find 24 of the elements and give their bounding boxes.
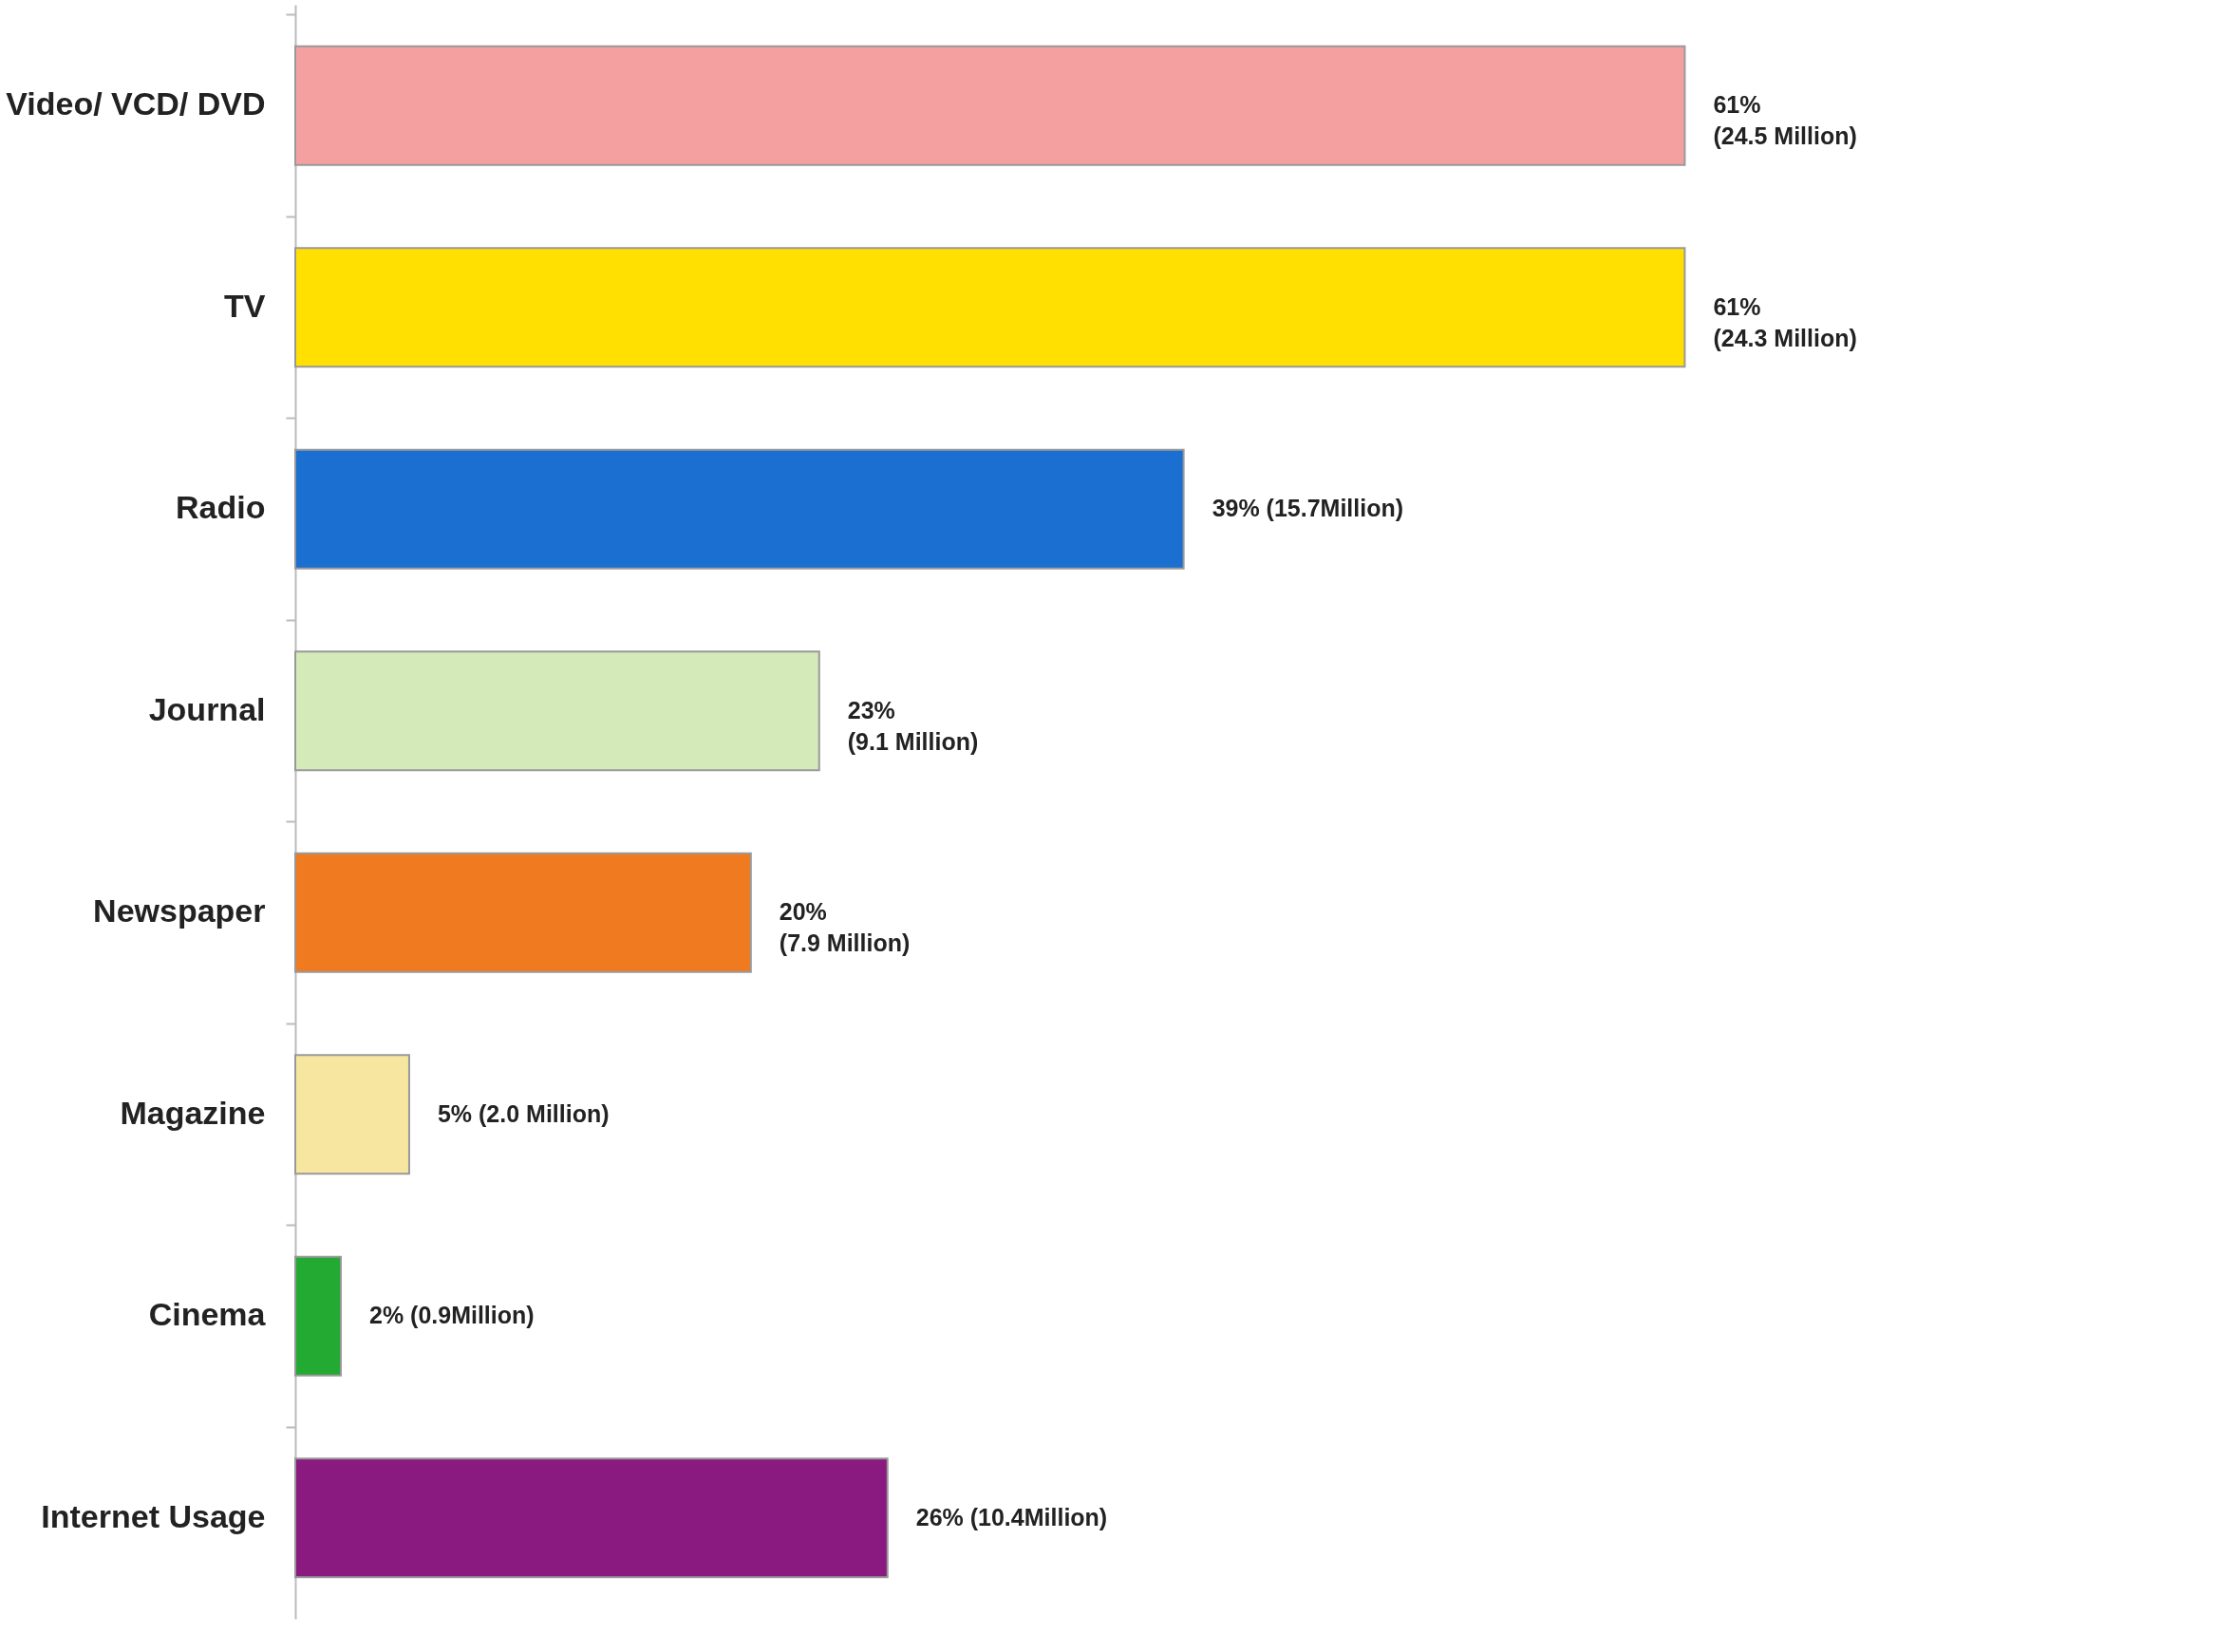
bar — [294, 45, 1686, 166]
bar — [294, 1054, 410, 1175]
y-tick-label: Cinema — [148, 1296, 267, 1333]
y-tick-label: Video/ VCD/ DVD — [6, 85, 266, 122]
y-tick-label: Internet Usage — [41, 1497, 266, 1534]
y-tick-label: Radio — [176, 489, 266, 526]
bar — [294, 852, 752, 973]
y-tick-label: Journal — [148, 690, 266, 727]
data-label: 23% (9.1 Million) — [847, 696, 979, 755]
y-tick-label: Magazine — [120, 1094, 266, 1131]
y-tick-label: TV — [224, 287, 266, 324]
data-label: 61% (24.5 Million) — [1713, 91, 1857, 150]
y-tick-label: Newspaper — [93, 892, 266, 929]
data-label: 26% (10.4Million) — [915, 1503, 1108, 1530]
data-label: 61% (24.3 Million) — [1713, 292, 1857, 351]
bar — [294, 650, 820, 772]
bar — [294, 448, 1185, 570]
bar — [294, 1255, 342, 1377]
data-label: 39% (15.7Million) — [1212, 495, 1404, 522]
data-label: 2% (0.9Million) — [368, 1302, 535, 1329]
data-label: 20% (7.9 Million) — [779, 898, 911, 957]
bar — [294, 1457, 889, 1579]
data-label: 5% (2.0 Million) — [437, 1099, 610, 1127]
bar — [294, 247, 1686, 368]
